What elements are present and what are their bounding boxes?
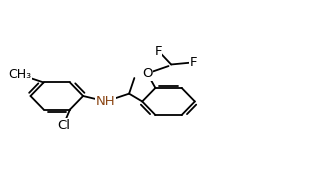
Text: F: F [190,56,197,70]
Text: Cl: Cl [57,119,70,132]
Text: CH₃: CH₃ [8,68,32,81]
Text: O: O [142,67,153,80]
Text: NH: NH [96,95,115,108]
Text: F: F [154,45,162,58]
